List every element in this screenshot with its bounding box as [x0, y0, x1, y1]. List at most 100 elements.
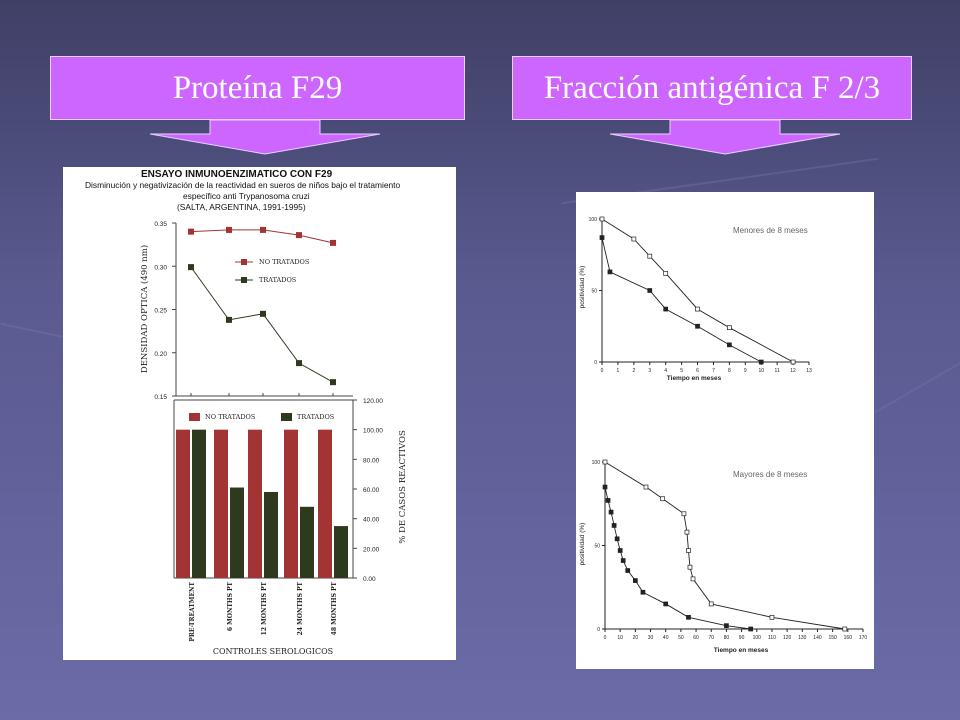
bar-no-tratados	[318, 429, 332, 578]
bar-tratados	[300, 506, 314, 578]
km-xtick-label: 12	[790, 368, 796, 374]
km-data-point	[607, 269, 613, 275]
f29-bar-ytick-label: 60.00	[363, 487, 380, 494]
km-data-point	[681, 511, 687, 517]
km-xtick-label: 40	[663, 635, 669, 641]
bar-no-tratados	[284, 429, 298, 578]
f29-bar-ytick-label: 40.00	[363, 517, 380, 524]
f29-line-ytick-label: 0.35	[154, 221, 167, 228]
km-data-point	[608, 509, 614, 515]
f29-bar-ytick-label: 100.00	[363, 428, 383, 435]
km-xtick-label: 170	[859, 635, 868, 641]
km-ytick-label: 0	[594, 360, 597, 366]
f29-subtitle-3: (SALTA, ARGENTINA, 1991-1995)	[177, 202, 306, 212]
f29-xlabel: CONTROLES SEROLOGICOS	[213, 647, 333, 656]
km-data-point	[620, 558, 626, 563]
background-streak	[0, 322, 70, 340]
km-ytick-label: 0	[597, 627, 600, 633]
km-xtick-label: 160	[844, 635, 853, 641]
f29-figure: ENSAYO INMUNOENZIMATICO CON F29 Disminuc…	[85, 169, 408, 656]
km-mayores-annotation: Mayores de 8 meses	[733, 470, 807, 479]
km-xtick-label: 7	[712, 368, 715, 374]
data-point	[260, 226, 266, 233]
bar-tratados	[264, 491, 278, 578]
km-data-point	[605, 498, 611, 503]
km-data-point	[602, 484, 608, 490]
data-point	[296, 232, 302, 239]
km-data-point	[617, 548, 623, 553]
km-xtick-label: 130	[798, 635, 807, 641]
km-xtick-label: 6	[696, 368, 699, 374]
km-data-point	[695, 323, 700, 329]
km-ytick-label: 100	[592, 460, 601, 466]
legend-label-tratados: TRATADOS	[297, 413, 334, 421]
legend-label-tratados: TRATADOS	[259, 276, 296, 284]
f29-bar-ytick-label: 20.00	[363, 546, 380, 553]
f29-category-label: 48 MONTHS PT	[331, 581, 338, 635]
f29-line-legend: NO TRATADOS TRATADOS	[235, 258, 309, 284]
km-data-point	[599, 216, 605, 222]
km-data-point	[633, 578, 638, 583]
data-point	[188, 264, 194, 271]
km-xtick-label: 11	[775, 368, 780, 374]
km-data-point	[660, 496, 666, 502]
km-xtick-label: 140	[813, 635, 822, 641]
km-data-point	[663, 601, 669, 607]
legend-label-no-tratados: NO TRATADOS	[205, 413, 255, 421]
bar-tratados	[334, 526, 348, 578]
down-arrow-icon	[610, 120, 840, 155]
km-xtick-label: 110	[768, 635, 776, 641]
f29-line-chart: DENSIDAD OPTICA (490 nm) NO TRATADOS TRA…	[139, 221, 353, 401]
f23-figure: Menores de 8 meses positividad (%) Tiemp…	[579, 216, 868, 654]
km-xtick-label: 30	[648, 635, 654, 641]
km-data-point	[611, 523, 617, 528]
km-data-point	[687, 564, 693, 570]
f29-category-label: 6 MONTHS PT	[227, 581, 234, 631]
km-data-point	[640, 589, 646, 595]
f29-title: ENSAYO INMUNOENZIMATICO CON F29	[141, 169, 333, 180]
km-xtick-label: 2	[632, 368, 635, 374]
banner-fraccion-f23: Fracción antigénica F 2/3	[512, 56, 912, 120]
f29-category-label: 12 MONTHS PT	[261, 581, 268, 635]
km-data-point	[614, 536, 620, 542]
km-data-point	[842, 626, 848, 632]
f29-category-label: 24 MONTHS PT	[297, 581, 304, 635]
f29-line-ytick-label: 0.20	[154, 351, 167, 358]
km-xtick-label: 120	[783, 635, 792, 641]
data-point	[226, 316, 232, 323]
f29-bar-ytick-label: 80.00	[363, 457, 380, 464]
bar-no-tratados	[214, 429, 228, 578]
f29-bar-ytick-label: 0.00	[363, 576, 376, 583]
km-xtick-label: 150	[828, 635, 837, 641]
f29-line-ytick-label: 0.30	[154, 264, 167, 271]
km-xtick-label: 60	[693, 635, 699, 641]
banner-label: Fracción antigénica F 2/3	[543, 69, 881, 106]
km-series-line-open	[604, 461, 845, 630]
km-data-point	[758, 359, 764, 365]
data-point	[226, 226, 232, 233]
km-data-point	[724, 623, 729, 629]
km-data-point	[686, 548, 691, 553]
km-data-point	[708, 601, 714, 607]
km-xtick-label: 0	[601, 368, 604, 374]
bar-no-tratados	[176, 429, 190, 578]
bar-tratados	[230, 487, 244, 578]
banner-proteina-f29: Proteína F29	[50, 56, 465, 120]
f29-line-ytick-label: 0.15	[154, 394, 167, 401]
km-ytick-label: 50	[594, 544, 600, 550]
f29-bar-ytick-label: 120.00	[363, 398, 383, 405]
km-data-point	[631, 236, 637, 242]
km-xtick-label: 100	[753, 635, 762, 641]
km-data-point	[684, 529, 690, 535]
km-data-point	[599, 235, 605, 240]
km-menores-annotation: Menores de 8 meses	[733, 226, 808, 235]
km-xtick-label: 10	[617, 635, 623, 641]
km-data-point	[643, 484, 649, 490]
bar-no-tratados	[248, 429, 262, 578]
f29-bar-legend: NO TRATADOS TRATADOS	[189, 413, 334, 421]
km-xtick-label: 50	[678, 635, 684, 641]
km-data-point	[695, 306, 700, 312]
km-xtick-label: 13	[806, 368, 812, 374]
f23-figure-panel: Menores de 8 meses positividad (%) Tiemp…	[576, 192, 874, 669]
km-data-point	[647, 288, 653, 293]
